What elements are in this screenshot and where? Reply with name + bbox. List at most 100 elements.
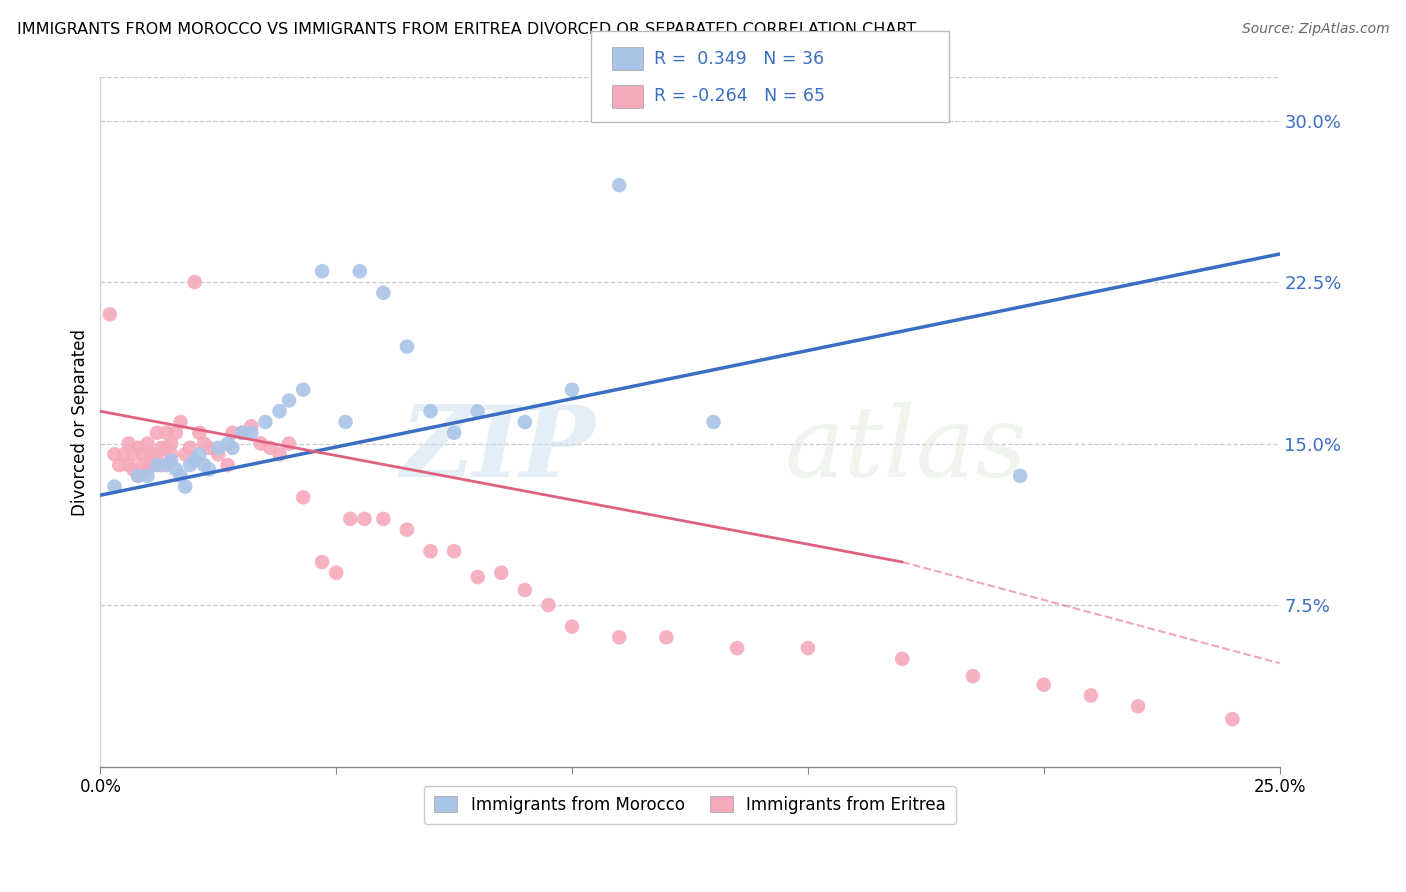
Point xyxy=(98,307,121,321)
Point xyxy=(231,425,253,440)
Point xyxy=(491,566,513,580)
Point xyxy=(188,447,211,461)
Point xyxy=(141,458,163,472)
Point xyxy=(353,512,375,526)
Point xyxy=(373,285,395,300)
Point xyxy=(311,555,333,569)
Point xyxy=(702,415,724,429)
Point xyxy=(254,415,277,429)
Point xyxy=(146,447,169,461)
Point xyxy=(292,491,315,505)
Point xyxy=(118,458,141,472)
Point xyxy=(150,441,173,455)
Point xyxy=(537,598,560,612)
Point xyxy=(607,178,630,193)
Point xyxy=(103,447,125,461)
Point xyxy=(150,458,173,472)
Point xyxy=(278,436,301,450)
Point xyxy=(725,641,748,656)
Point xyxy=(259,441,281,455)
Point xyxy=(419,404,441,418)
Point xyxy=(112,447,135,461)
Text: ZIP: ZIP xyxy=(401,401,596,498)
Point xyxy=(132,458,155,472)
Point xyxy=(103,480,125,494)
Text: atlas: atlas xyxy=(785,402,1026,497)
Point xyxy=(891,652,914,666)
Point xyxy=(339,512,361,526)
Point xyxy=(221,425,243,440)
Point xyxy=(146,458,169,472)
Point xyxy=(136,468,159,483)
Point xyxy=(269,447,291,461)
Point xyxy=(193,436,215,450)
Point xyxy=(155,425,177,440)
Point xyxy=(169,415,191,429)
Point xyxy=(207,441,229,455)
Point xyxy=(141,447,163,461)
Point xyxy=(231,425,253,440)
Point xyxy=(278,393,301,408)
Point xyxy=(325,566,347,580)
Point xyxy=(155,441,177,455)
Point xyxy=(269,404,291,418)
Point xyxy=(127,468,149,483)
Point xyxy=(155,458,177,472)
Point xyxy=(127,441,149,455)
Point xyxy=(962,669,984,683)
Point xyxy=(607,631,630,645)
Text: R =  0.349   N = 36: R = 0.349 N = 36 xyxy=(654,50,824,68)
Point xyxy=(160,436,183,450)
Point xyxy=(655,631,678,645)
Point xyxy=(165,425,187,440)
Point xyxy=(146,425,169,440)
Point xyxy=(797,641,820,656)
Point xyxy=(335,415,357,429)
Point xyxy=(292,383,315,397)
Point xyxy=(467,570,489,584)
Text: IMMIGRANTS FROM MOROCCO VS IMMIGRANTS FROM ERITREA DIVORCED OR SEPARATED CORRELA: IMMIGRANTS FROM MOROCCO VS IMMIGRANTS FR… xyxy=(17,22,917,37)
Point xyxy=(1010,468,1032,483)
Text: R = -0.264   N = 65: R = -0.264 N = 65 xyxy=(654,87,825,105)
Point xyxy=(217,458,239,472)
Point xyxy=(249,436,271,450)
Point xyxy=(122,447,145,461)
Point xyxy=(198,441,221,455)
Point xyxy=(1080,689,1102,703)
Point xyxy=(183,275,205,289)
Point xyxy=(136,436,159,450)
Legend: Immigrants from Morocco, Immigrants from Eritrea: Immigrants from Morocco, Immigrants from… xyxy=(425,786,956,823)
Point xyxy=(513,582,536,597)
Point xyxy=(240,419,263,434)
Point xyxy=(513,415,536,429)
Point xyxy=(160,454,183,468)
Point xyxy=(395,523,418,537)
Point xyxy=(198,462,221,476)
Point xyxy=(395,340,418,354)
Point xyxy=(183,454,205,468)
Point xyxy=(136,462,159,476)
Point xyxy=(221,441,243,455)
Point xyxy=(443,544,465,558)
Point xyxy=(132,447,155,461)
Point xyxy=(240,425,263,440)
Point xyxy=(1032,678,1054,692)
Point xyxy=(561,383,583,397)
Point xyxy=(349,264,371,278)
Point xyxy=(217,436,239,450)
Point xyxy=(1222,712,1244,726)
Point xyxy=(127,468,149,483)
Point xyxy=(160,447,183,461)
Point xyxy=(165,462,187,476)
Point xyxy=(174,447,197,461)
Point xyxy=(179,458,201,472)
Point xyxy=(561,619,583,633)
Point xyxy=(467,404,489,418)
Text: Source: ZipAtlas.com: Source: ZipAtlas.com xyxy=(1241,22,1389,37)
Point xyxy=(193,458,215,472)
Y-axis label: Divorced or Separated: Divorced or Separated xyxy=(72,328,89,516)
Point xyxy=(188,425,211,440)
Point xyxy=(207,447,229,461)
Point xyxy=(118,436,141,450)
Point xyxy=(169,468,191,483)
